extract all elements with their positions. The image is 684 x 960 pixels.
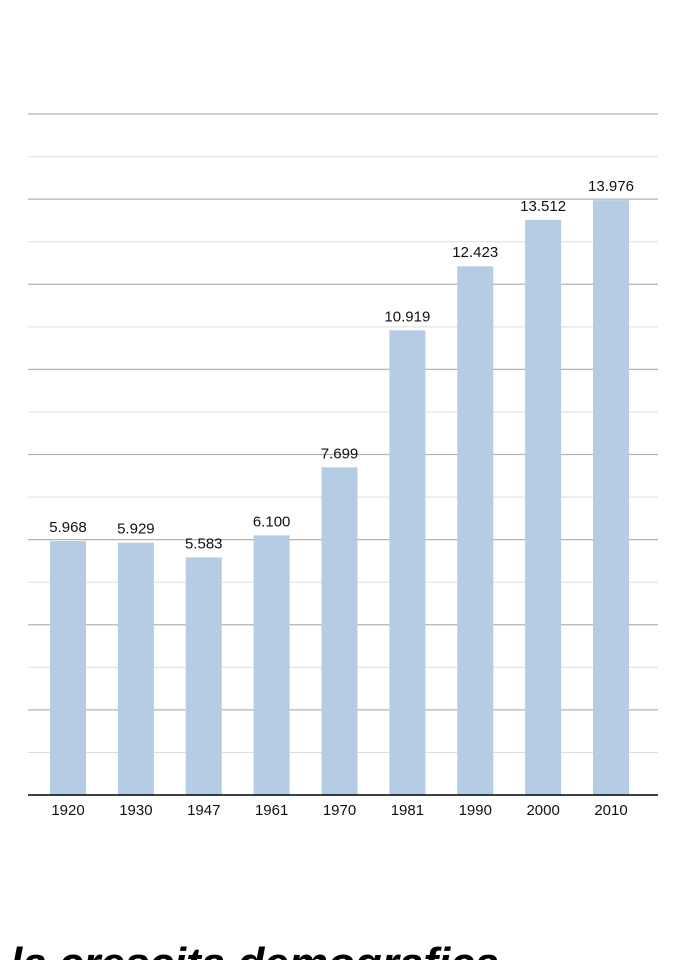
tick-label-1947: 1947 bbox=[187, 802, 220, 819]
value-label-2000: 13.512 bbox=[520, 198, 566, 215]
bar-2010 bbox=[593, 200, 629, 796]
tick-label-1970: 1970 bbox=[323, 802, 356, 819]
bar-1970 bbox=[321, 467, 358, 795]
tick-label-2000: 2000 bbox=[526, 802, 559, 819]
value-label-1990: 12.423 bbox=[452, 244, 498, 261]
tick-label-1990: 1990 bbox=[459, 802, 492, 819]
bar-1947 bbox=[185, 557, 222, 795]
value-label-1920: 5.968 bbox=[49, 519, 87, 536]
value-label-1970: 7.699 bbox=[321, 445, 359, 462]
bars bbox=[50, 200, 629, 796]
value-label-1981: 10.919 bbox=[384, 308, 430, 325]
value-label-1947: 5.583 bbox=[185, 535, 223, 552]
bar-chart: 5.968 5.929 5.583 6.100 7.699 10.919 12.423 13.… bbox=[28, 113, 658, 819]
x-tick-labels: 1920 1930 1947 1961 1970 1981 1990 2000 2010 bbox=[51, 802, 627, 819]
tick-label-2010: 2010 bbox=[594, 802, 627, 819]
bar-1920 bbox=[50, 540, 86, 795]
tick-label-1981: 1981 bbox=[391, 802, 424, 819]
bar-1961 bbox=[253, 535, 290, 795]
tick-label-1930: 1930 bbox=[119, 802, 152, 819]
value-labels: 5.968 5.929 5.583 6.100 7.699 10.919 12.423 13.… bbox=[49, 178, 634, 552]
value-label-1961: 6.100 bbox=[253, 513, 291, 530]
bar-1990 bbox=[457, 266, 494, 795]
value-label-2010: 13.976 bbox=[588, 178, 634, 195]
value-label-1930: 5.929 bbox=[117, 521, 155, 538]
bar-1981 bbox=[389, 330, 426, 795]
bar-2000 bbox=[525, 219, 562, 795]
tick-label-1961: 1961 bbox=[255, 802, 288, 819]
bar-1930 bbox=[117, 542, 154, 795]
caption-text: la crescita demografica bbox=[10, 942, 674, 960]
tick-label-1920: 1920 bbox=[51, 802, 84, 819]
